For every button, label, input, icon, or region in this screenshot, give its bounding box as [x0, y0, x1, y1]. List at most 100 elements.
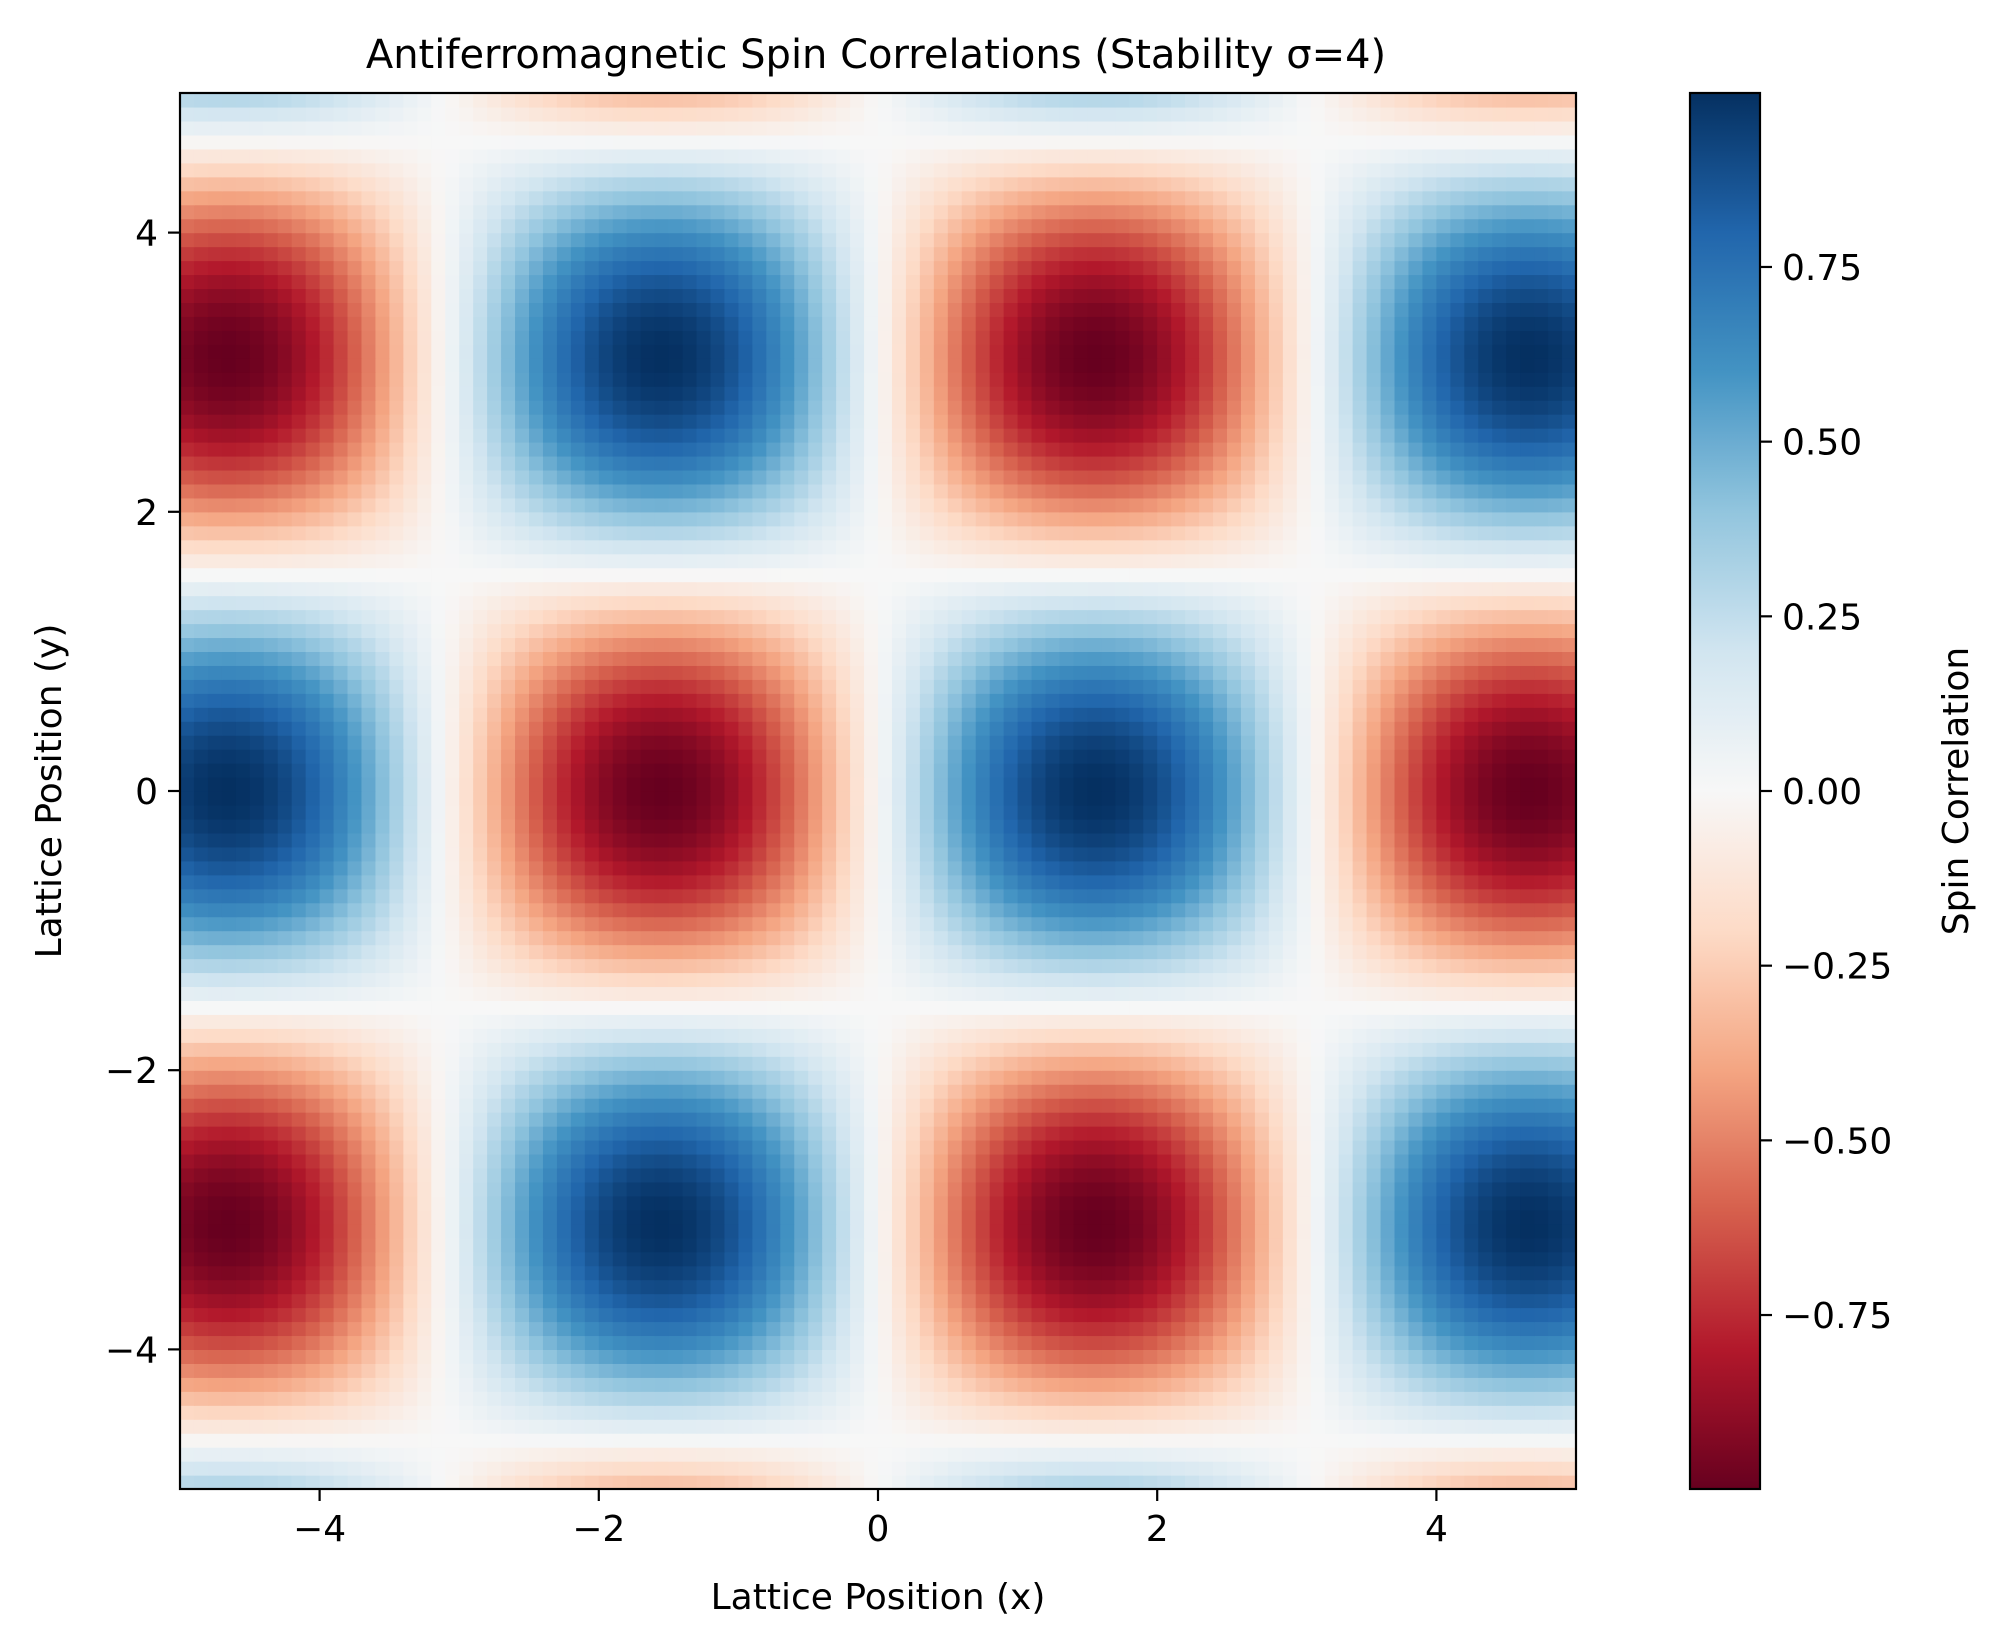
heatmap-cell — [1171, 1014, 1186, 1029]
heatmap-cell — [947, 1112, 963, 1127]
heatmap-cell — [556, 1098, 572, 1113]
heatmap-cell — [361, 1140, 377, 1155]
heatmap-cell — [1045, 1098, 1061, 1113]
heatmap-cell — [1436, 958, 1451, 974]
heatmap-cell — [1478, 1237, 1493, 1253]
heatmap-cell — [347, 1251, 363, 1267]
heatmap-cell — [445, 1265, 460, 1281]
heatmap-cell — [319, 791, 335, 806]
heatmap-cell — [277, 791, 293, 806]
heatmap-cell — [235, 916, 251, 932]
heatmap-cell — [1129, 1070, 1144, 1085]
heatmap-cell — [1227, 1209, 1242, 1225]
heatmap-cell — [277, 958, 293, 974]
heatmap-cell — [780, 1028, 795, 1043]
heatmap-cell — [570, 944, 586, 960]
heatmap-cell — [1254, 846, 1270, 862]
heatmap-cell — [1073, 972, 1088, 988]
heatmap-cell — [1562, 1293, 1577, 1309]
heatmap-cell — [919, 902, 935, 918]
heatmap-cell — [501, 1028, 516, 1043]
heatmap-cell — [235, 1265, 251, 1281]
heatmap-cell — [1506, 1084, 1521, 1099]
heatmap-cell — [780, 1461, 795, 1476]
heatmap-cell — [878, 818, 893, 834]
heatmap-cell — [668, 1056, 684, 1071]
heatmap-cell — [1310, 874, 1326, 890]
heatmap-cell — [1073, 1251, 1088, 1267]
heatmap-cell — [501, 986, 516, 1001]
heatmap-cell — [891, 1335, 907, 1350]
heatmap-cell — [724, 916, 739, 932]
heatmap-cell — [1520, 958, 1535, 974]
heatmap-cell — [668, 1209, 684, 1225]
heatmap-cell — [724, 1181, 739, 1197]
heatmap-cell — [431, 1000, 446, 1015]
heatmap-cell — [1422, 930, 1437, 946]
heatmap-cell — [1129, 1475, 1144, 1490]
heatmap-cell — [724, 888, 739, 904]
heatmap-cell — [780, 1084, 795, 1099]
heatmap-cell — [1338, 1475, 1354, 1490]
heatmap-cell — [1129, 1307, 1144, 1323]
heatmap-cell — [836, 846, 851, 862]
heatmap-cell — [1227, 818, 1242, 834]
heatmap-cell — [836, 1028, 851, 1043]
heatmap-cell — [1562, 986, 1577, 1001]
heatmap-cell — [1352, 1209, 1368, 1225]
heatmap-cell — [221, 1251, 237, 1267]
heatmap-cell — [1031, 791, 1047, 806]
heatmap-cell — [1087, 791, 1102, 806]
heatmap-cell — [291, 846, 307, 862]
heatmap-cell — [933, 1251, 949, 1267]
heatmap-cell — [1450, 1405, 1465, 1420]
heatmap-cell — [724, 1056, 739, 1071]
heatmap-cell — [1548, 1293, 1563, 1309]
heatmap-cell — [1129, 888, 1144, 904]
heatmap-cell — [850, 1447, 865, 1462]
heatmap-cell — [822, 1419, 837, 1434]
heatmap-cell — [1045, 1265, 1061, 1281]
heatmap-cell — [989, 1279, 1005, 1295]
heatmap-cell — [1268, 1321, 1284, 1337]
heatmap-cell — [347, 860, 363, 876]
heatmap-cell — [319, 1391, 335, 1406]
heatmap-cell — [1422, 1237, 1437, 1253]
heatmap-cell — [1282, 902, 1298, 918]
heatmap-cell — [1520, 874, 1535, 890]
heatmap-cell — [696, 1321, 712, 1337]
heatmap-cell — [1045, 902, 1061, 918]
heatmap-cell — [529, 1433, 544, 1448]
heatmap-cell — [654, 1140, 670, 1155]
heatmap-cell — [1157, 1084, 1172, 1099]
heatmap-cell — [1352, 1419, 1368, 1434]
heatmap-cell — [724, 804, 739, 820]
heatmap-cell — [487, 791, 502, 806]
heatmap-cell — [654, 1153, 670, 1169]
heatmap-cell — [403, 1126, 418, 1141]
heatmap-cell — [1422, 1335, 1437, 1350]
heatmap-cell — [1450, 1084, 1465, 1099]
heatmap-cell — [207, 1112, 223, 1127]
heatmap-cell — [473, 860, 488, 876]
heatmap-cell — [361, 1405, 377, 1420]
heatmap-cell — [263, 1475, 279, 1490]
heatmap-cell — [361, 804, 377, 820]
heatmap-cell — [1254, 1391, 1270, 1406]
heatmap-cell — [1380, 1251, 1396, 1267]
heatmap-cell — [1129, 1447, 1144, 1462]
heatmap-cell — [221, 804, 237, 820]
heatmap-cell — [612, 944, 628, 960]
heatmap-cell — [1045, 1237, 1061, 1253]
heatmap-cell — [1380, 1293, 1396, 1309]
heatmap-cell — [1478, 1195, 1493, 1211]
heatmap-cell — [989, 1223, 1005, 1239]
heatmap-cell — [668, 944, 684, 960]
heatmap-cell — [347, 1181, 363, 1197]
heatmap-cell — [487, 1321, 502, 1337]
heatmap-cell — [1143, 1265, 1158, 1281]
heatmap-cell — [1003, 1028, 1019, 1043]
heatmap-cell — [947, 1140, 963, 1155]
heatmap-cell — [417, 1419, 432, 1434]
heatmap-cell — [794, 860, 809, 876]
